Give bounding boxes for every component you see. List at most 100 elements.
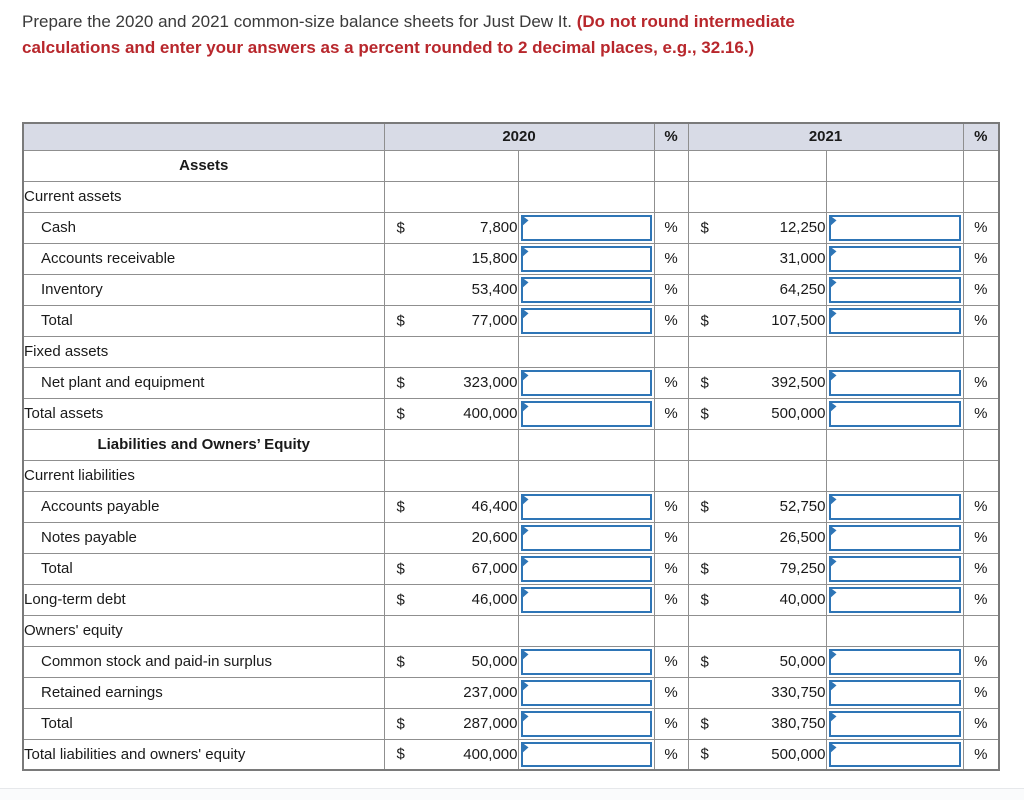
currency-symbol: $ (396, 715, 405, 732)
currency-symbol: $ (396, 374, 405, 391)
percent-symbol-2020: % (653, 521, 689, 554)
row-label: Fixed assets (22, 335, 385, 368)
percent-answer-input-2020[interactable] (520, 245, 652, 272)
table-row: Cash $7,800% $12,250% (22, 211, 1000, 244)
percent-input-cell-2020 (517, 366, 655, 399)
amount-value: 400,000 (463, 405, 518, 422)
currency-symbol: $ (396, 653, 405, 670)
percent-answer-input-2021[interactable] (828, 400, 961, 427)
percent-answer-input-2020[interactable] (520, 307, 652, 334)
answer-flag-icon (828, 369, 837, 383)
percent-symbol-2021: % (962, 490, 1000, 523)
table-row: Common stock and paid-in surplus $50,000%… (22, 645, 1000, 678)
amount-cell-2021: $40,000 (687, 583, 827, 616)
percent-symbol-2021: % (962, 645, 1000, 678)
percent-answer-input-2021[interactable] (828, 710, 961, 737)
percent-answer-input-2020[interactable] (520, 400, 652, 427)
percent-answer-input-2021[interactable] (828, 741, 961, 767)
table-row: Total liabilities and owners' equity $400… (22, 738, 1000, 771)
percent-answer-input-2021[interactable] (828, 648, 961, 675)
percent-answer-input-2021[interactable] (828, 555, 961, 582)
percent-symbol-2020 (653, 335, 689, 368)
percent-answer-input-2021[interactable] (828, 245, 961, 272)
row-label: Accounts receivable (22, 242, 385, 275)
percent-answer-input-2020[interactable] (520, 741, 652, 767)
percent-answer-input-2020[interactable] (520, 524, 652, 551)
percent-answer-input-2020[interactable] (520, 369, 652, 396)
percent-answer-input-2020[interactable] (520, 214, 652, 241)
percent-input-cell-2021 (825, 459, 964, 492)
percent-symbol-2021 (962, 180, 1000, 213)
problem-emphasis-text: (Do not round intermediate calculations … (22, 12, 795, 57)
percent-answer-input-2021[interactable] (828, 524, 961, 551)
row-label: Total (22, 707, 385, 740)
answer-flag-icon (520, 214, 529, 228)
percent-answer-input-2021[interactable] (828, 307, 961, 334)
row-label: Liabilities and Owners’ Equity (22, 428, 385, 461)
currency-symbol: $ (700, 745, 709, 763)
percent-answer-input-2021[interactable] (828, 214, 961, 241)
percent-input-cell-2021 (825, 242, 964, 275)
percent-symbol-2020: % (653, 676, 689, 709)
percent-input-cell-2021 (825, 521, 964, 554)
amount-value: 392,500 (771, 374, 826, 391)
percent-answer-input-2020[interactable] (520, 493, 652, 520)
percent-input-cell-2021 (825, 676, 964, 709)
answer-flag-icon (828, 679, 837, 693)
percent-answer-input-2020[interactable] (520, 586, 652, 613)
row-label: Common stock and paid-in surplus (22, 645, 385, 678)
percent-symbol-2021: % (962, 521, 1000, 554)
percent-answer-input-2021[interactable] (828, 493, 961, 520)
percent-answer-input-2021[interactable] (828, 679, 961, 706)
percent-symbol-2020: % (653, 273, 689, 306)
table-row: Liabilities and Owners’ Equity (22, 428, 1000, 461)
amount-value: 12,250 (779, 219, 826, 236)
column-header-pct-2021: % (962, 122, 1000, 151)
amount-cell-2020: $67,000 (383, 552, 519, 585)
percent-input-cell-2021 (825, 335, 964, 368)
amount-value: 500,000 (771, 405, 826, 422)
table-row: Net plant and equipment $323,000% $392,500… (22, 366, 1000, 399)
percent-answer-input-2020[interactable] (520, 648, 652, 675)
percent-answer-input-2021[interactable] (828, 276, 961, 303)
answer-flag-icon (828, 214, 837, 228)
row-label: Owners' equity (22, 614, 385, 647)
answer-flag-icon (520, 741, 529, 755)
percent-input-cell-2021 (825, 614, 964, 647)
amount-cell-2021: $50,000 (687, 645, 827, 678)
amount-value: 330,750 (771, 684, 826, 701)
amount-cell-2021 (687, 149, 827, 182)
percent-symbol-2020: % (653, 645, 689, 678)
amount-value: 31,000 (779, 250, 826, 267)
percent-symbol-2020: % (653, 583, 689, 616)
table-row: Assets (22, 149, 1000, 182)
currency-symbol: $ (396, 745, 405, 763)
percent-answer-input-2020[interactable] (520, 679, 652, 706)
answer-flag-icon (828, 276, 837, 290)
balance-sheet-table: 2020 % 2021 % Assets Current assets Cash $7… (22, 122, 1000, 771)
percent-answer-input-2021[interactable] (828, 369, 961, 396)
percent-answer-input-2020[interactable] (520, 555, 652, 582)
percent-input-cell-2020 (517, 180, 655, 213)
percent-symbol-2020: % (653, 552, 689, 585)
column-header-pct-2020: % (653, 122, 689, 151)
answer-flag-icon (828, 524, 837, 538)
percent-answer-input-2021[interactable] (828, 586, 961, 613)
percent-symbol-2020 (653, 149, 689, 182)
amount-value: 46,000 (471, 591, 518, 608)
amount-value: 20,600 (471, 529, 518, 546)
table-row: Current assets (22, 180, 1000, 213)
percent-answer-input-2020[interactable] (520, 276, 652, 303)
currency-symbol: $ (396, 498, 405, 515)
percent-symbol-2021: % (962, 366, 1000, 399)
row-label: Total (22, 304, 385, 337)
answer-flag-icon (828, 586, 837, 600)
currency-symbol: $ (700, 374, 709, 391)
percent-symbol-2020 (653, 180, 689, 213)
currency-symbol: $ (700, 498, 709, 515)
percent-symbol-2021 (962, 428, 1000, 461)
percent-answer-input-2020[interactable] (520, 710, 652, 737)
percent-input-cell-2020 (517, 273, 655, 306)
amount-cell-2020 (383, 180, 519, 213)
percent-symbol-2021 (962, 614, 1000, 647)
